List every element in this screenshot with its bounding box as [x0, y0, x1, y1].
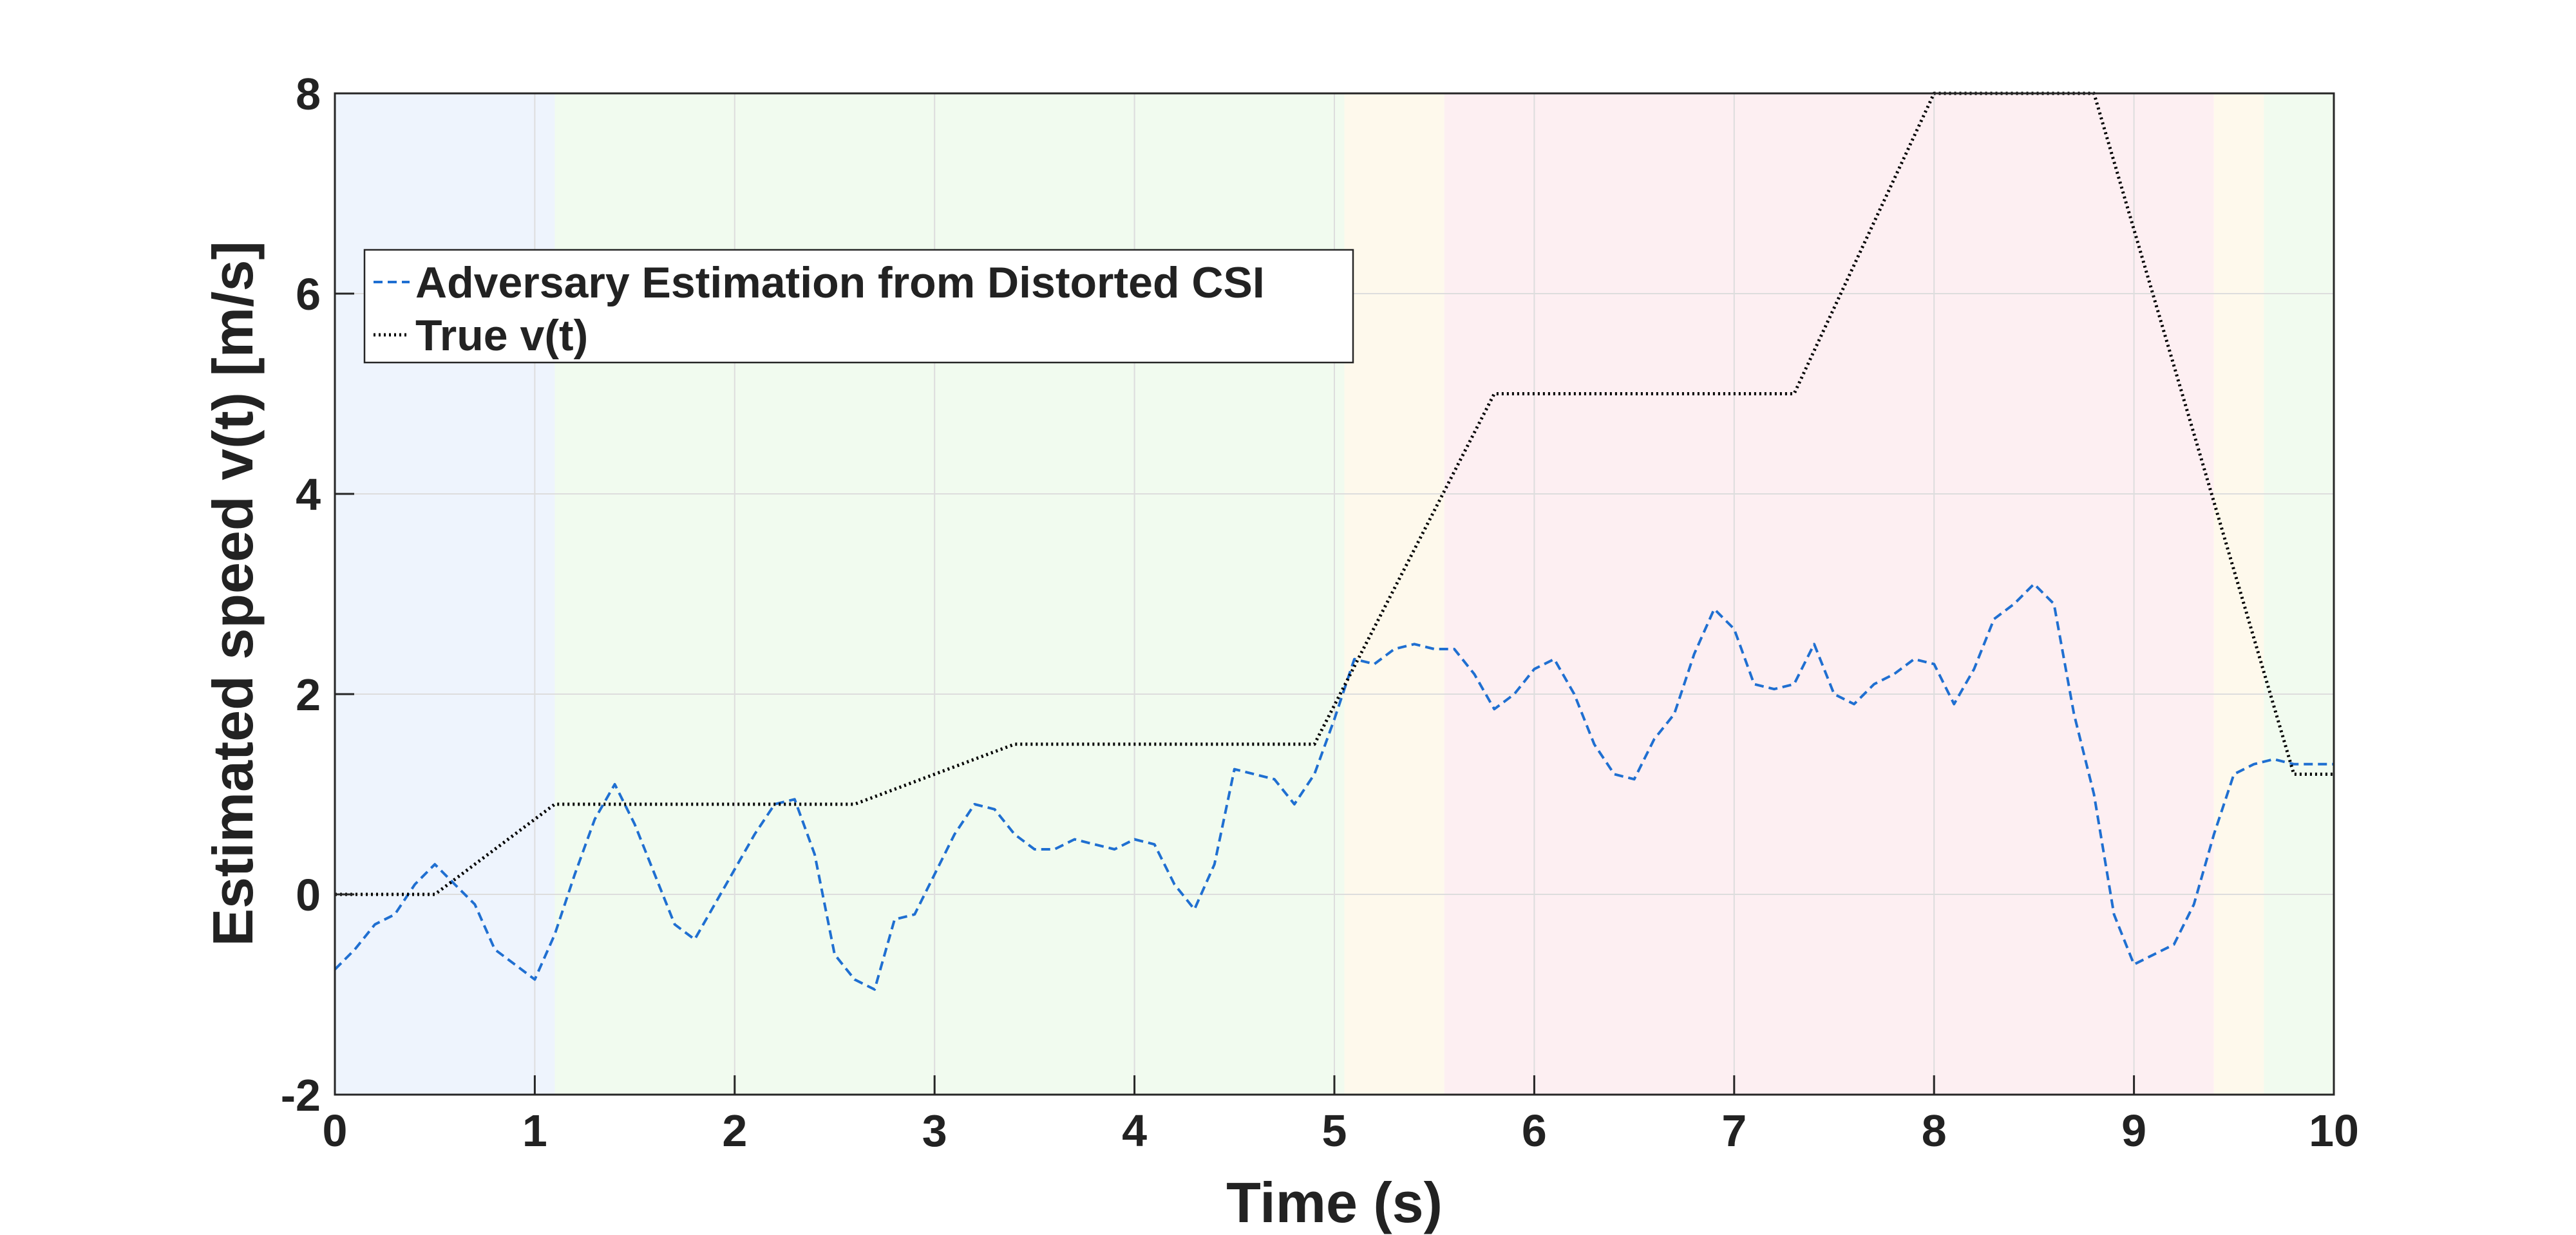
- background-band-2: [1344, 93, 1444, 1095]
- y-tick-label: 6: [296, 269, 321, 319]
- x-tick-labels: 0 1 2 3 4 5 6 7 8 9 10: [323, 1106, 2359, 1156]
- background-band-4: [2213, 93, 2264, 1095]
- background-band-1: [554, 93, 1345, 1095]
- x-tick-label: 8: [1922, 1106, 1947, 1156]
- x-tick-label: 9: [2121, 1106, 2146, 1156]
- x-tick-label: 4: [1122, 1106, 1147, 1156]
- x-axis-label: Time (s): [1226, 1171, 1443, 1234]
- background-band-3: [1444, 93, 2214, 1095]
- x-tick-label: 3: [922, 1106, 947, 1156]
- x-tick-label: 5: [1322, 1106, 1347, 1156]
- y-tick-label: 8: [296, 69, 321, 119]
- y-tick-labels: -2 0 2 4 6 8: [281, 69, 321, 1120]
- legend-box: [363, 249, 1354, 364]
- background-band-5: [2264, 93, 2334, 1095]
- y-tick-label: 0: [296, 870, 321, 920]
- true-speed-line: [335, 91, 2334, 896]
- y-axis-label: Estimated speed v(t) [m/s]: [201, 241, 265, 946]
- axis-ticks: [334, 92, 2335, 1096]
- y-tick-label: 4: [296, 469, 321, 520]
- x-tick-label: 10: [2309, 1106, 2359, 1156]
- legend-label-adversary: Adversary Estimation from Distorted CSI: [415, 258, 1265, 307]
- data-series: [334, 91, 2334, 991]
- x-tick-label: 7: [1721, 1106, 1747, 1156]
- x-tick-label: 0: [323, 1106, 348, 1156]
- y-tick-label: 2: [296, 670, 321, 720]
- x-tick-label: 1: [522, 1106, 547, 1156]
- x-tick-label: 6: [1522, 1106, 1547, 1156]
- legend: Adversary Estimation from Distorted CSI …: [363, 249, 1354, 364]
- x-tick-label: 2: [722, 1106, 747, 1156]
- y-tick-label: -2: [281, 1070, 321, 1120]
- legend-label-true: True v(t): [415, 311, 588, 360]
- adversary-estimation-line: [334, 582, 2334, 991]
- background-band-0: [335, 93, 555, 1095]
